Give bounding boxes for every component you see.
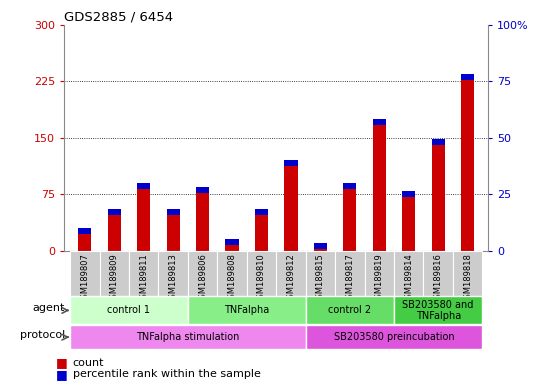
Text: GSM189813: GSM189813 bbox=[169, 253, 177, 304]
Bar bbox=[78, 228, 92, 234]
Bar bbox=[306, 296, 394, 324]
Text: GSM189808: GSM189808 bbox=[228, 253, 237, 304]
Bar bbox=[166, 209, 180, 215]
Bar bbox=[461, 74, 474, 80]
Bar bbox=[188, 251, 217, 296]
Bar bbox=[196, 187, 209, 193]
Bar bbox=[343, 183, 357, 251]
Text: GSM189807: GSM189807 bbox=[80, 253, 89, 304]
Bar bbox=[402, 190, 415, 197]
Text: SB203580 preincubation: SB203580 preincubation bbox=[334, 332, 454, 342]
Text: protocol: protocol bbox=[20, 330, 65, 340]
Bar bbox=[314, 243, 327, 249]
Text: ■: ■ bbox=[56, 368, 68, 381]
Text: GSM189819: GSM189819 bbox=[375, 253, 384, 304]
Bar bbox=[196, 187, 209, 251]
Bar bbox=[306, 325, 482, 349]
Bar bbox=[453, 251, 482, 296]
Text: TNFalpha: TNFalpha bbox=[224, 305, 270, 315]
Bar bbox=[255, 209, 268, 215]
Text: GSM189817: GSM189817 bbox=[345, 253, 354, 304]
Bar bbox=[314, 243, 327, 251]
Bar bbox=[255, 209, 268, 251]
Text: GSM189811: GSM189811 bbox=[139, 253, 148, 304]
Bar bbox=[343, 183, 357, 189]
Bar bbox=[70, 251, 99, 296]
Bar bbox=[108, 209, 121, 251]
Text: control 1: control 1 bbox=[108, 305, 151, 315]
Text: TNFalpha stimulation: TNFalpha stimulation bbox=[136, 332, 239, 342]
Text: count: count bbox=[73, 358, 104, 368]
Bar bbox=[70, 325, 306, 349]
Bar bbox=[108, 209, 121, 215]
Text: GSM189810: GSM189810 bbox=[257, 253, 266, 304]
Bar bbox=[373, 119, 386, 125]
Bar bbox=[137, 183, 150, 189]
Bar bbox=[217, 251, 247, 296]
Bar bbox=[247, 251, 276, 296]
Bar bbox=[394, 251, 424, 296]
Text: GSM189815: GSM189815 bbox=[316, 253, 325, 304]
Bar bbox=[364, 251, 394, 296]
Text: GDS2885 / 6454: GDS2885 / 6454 bbox=[64, 11, 174, 24]
Text: control 2: control 2 bbox=[328, 305, 372, 315]
Bar bbox=[402, 190, 415, 251]
Bar bbox=[225, 240, 239, 251]
Text: ■: ■ bbox=[56, 356, 68, 369]
Bar bbox=[335, 251, 364, 296]
Bar bbox=[158, 251, 188, 296]
Bar bbox=[306, 251, 335, 296]
Bar bbox=[431, 139, 445, 146]
Text: SB203580 and
TNFalpha: SB203580 and TNFalpha bbox=[402, 300, 474, 321]
Bar bbox=[424, 251, 453, 296]
Bar bbox=[373, 119, 386, 251]
Bar bbox=[78, 228, 92, 251]
Text: GSM189814: GSM189814 bbox=[404, 253, 413, 304]
Bar bbox=[394, 296, 482, 324]
Bar bbox=[276, 251, 306, 296]
Text: GSM189816: GSM189816 bbox=[434, 253, 442, 304]
Bar bbox=[461, 74, 474, 251]
Text: percentile rank within the sample: percentile rank within the sample bbox=[73, 369, 261, 379]
Text: agent: agent bbox=[32, 303, 65, 313]
Bar bbox=[225, 240, 239, 245]
Text: GSM189809: GSM189809 bbox=[110, 253, 119, 304]
Bar bbox=[99, 251, 129, 296]
Bar bbox=[166, 209, 180, 251]
Bar bbox=[70, 296, 188, 324]
Bar bbox=[188, 296, 306, 324]
Text: GSM189812: GSM189812 bbox=[286, 253, 295, 304]
Bar bbox=[431, 139, 445, 251]
Bar bbox=[129, 251, 158, 296]
Text: GSM189806: GSM189806 bbox=[198, 253, 207, 304]
Bar bbox=[285, 161, 297, 251]
Text: GSM189818: GSM189818 bbox=[463, 253, 472, 304]
Bar bbox=[137, 183, 150, 251]
Bar bbox=[285, 161, 297, 166]
